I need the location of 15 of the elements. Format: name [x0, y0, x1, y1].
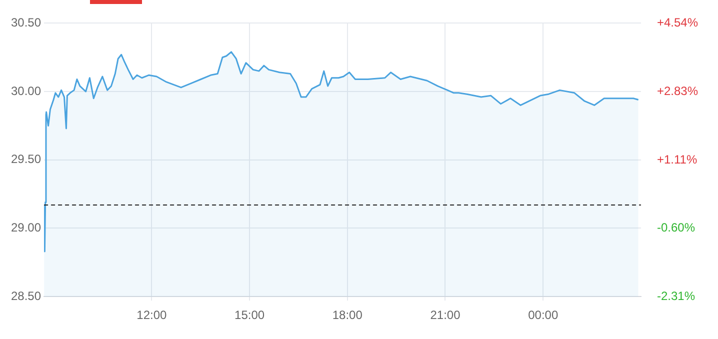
y-tick-label: 29.50: [11, 152, 42, 166]
y2-tick-label: +1.11%: [656, 152, 698, 166]
x-tick-label: 21:00: [430, 308, 461, 322]
x-tick-label: 18:00: [332, 308, 363, 322]
x-tick-label: 12:00: [136, 308, 168, 322]
y-tick-label: 28.50: [11, 288, 42, 303]
y2-tick-label: +2.83%: [656, 84, 698, 98]
x-tick-label: 15:00: [234, 308, 265, 322]
y2-tick-label: +4.54%: [656, 16, 698, 30]
y-tick-label: 30.50: [11, 16, 42, 30]
x-tick-label: 00:00: [528, 308, 558, 322]
y-tick-label: 30.00: [11, 84, 42, 98]
y-tick-label: 29.00: [11, 220, 42, 235]
y2-tick-label: -0.60%: [656, 220, 696, 235]
y2-tick-label: -2.31%: [656, 288, 696, 303]
